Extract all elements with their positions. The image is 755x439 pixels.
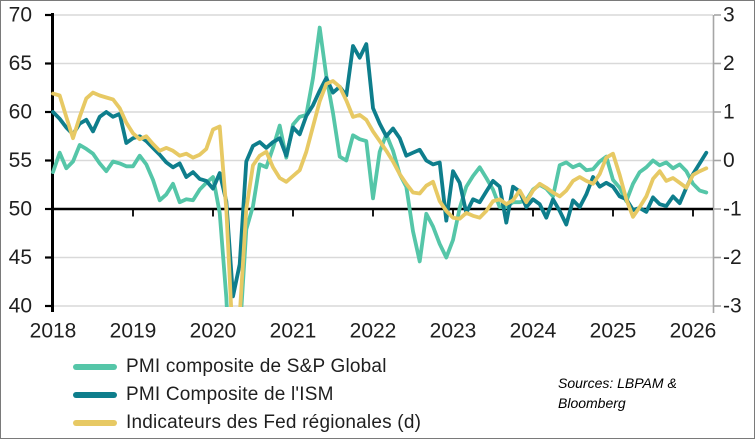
y-axis-left-label: 60 [9,101,32,124]
x-axis-label: 2025 [590,320,637,343]
x-axis-label: 2026 [670,320,717,343]
series-line-2 [51,79,709,307]
x-axis-label: 2019 [110,320,157,343]
x-axis-label: 2018 [30,320,77,343]
legend-label-fed: Indicateurs des Fed régionales (d) [126,412,422,433]
y-axis-left-label: 45 [9,246,32,269]
x-axis-label: 2023 [430,320,477,343]
y-axis-left-label: 50 [9,198,32,221]
source-note-line2: Bloomberg [558,395,626,411]
y-axis-left-label: 70 [9,4,32,27]
x-axis-label: 2022 [350,320,397,343]
legend-item-sp-global: PMI composite de S&P Global [73,353,421,381]
x-axis-label: 2021 [270,320,317,343]
y-axis-right-label: 0 [723,149,735,172]
y-axis-left-label: 55 [9,149,32,172]
legend-label-sp-global: PMI composite de S&P Global [126,356,387,377]
y-axis-left-label: 65 [9,52,32,75]
y-axis-left-label: 40 [9,295,32,318]
legend-label-ism: PMI Composite de l'ISM [126,384,334,405]
y-axis-right-label: 1 [723,101,735,124]
y-axis-right-label: -1 [723,198,742,221]
legend: PMI composite de S&P Global PMI Composit… [73,353,421,437]
y-axis-right-label: 2 [723,52,735,75]
legend-item-fed: Indicateurs des Fed régionales (d) [73,409,421,437]
legend-swatch-ism [73,392,117,398]
x-axis-label: 2024 [510,320,557,343]
series-line-1 [51,42,709,299]
y-axis-right-label: 3 [723,4,735,27]
x-axis-label: 2020 [190,320,237,343]
source-note: Sources: LBPAM & Bloomberg [558,373,677,413]
source-note-line1: Sources: LBPAM & [558,375,677,391]
series-line-0 [51,25,709,307]
y-axis-right-label: -3 [723,295,742,318]
y-axis-right-label: -2 [723,246,742,269]
legend-swatch-fed [73,420,117,426]
legend-item-ism: PMI Composite de l'ISM [73,381,421,409]
legend-swatch-sp-global [73,364,117,370]
